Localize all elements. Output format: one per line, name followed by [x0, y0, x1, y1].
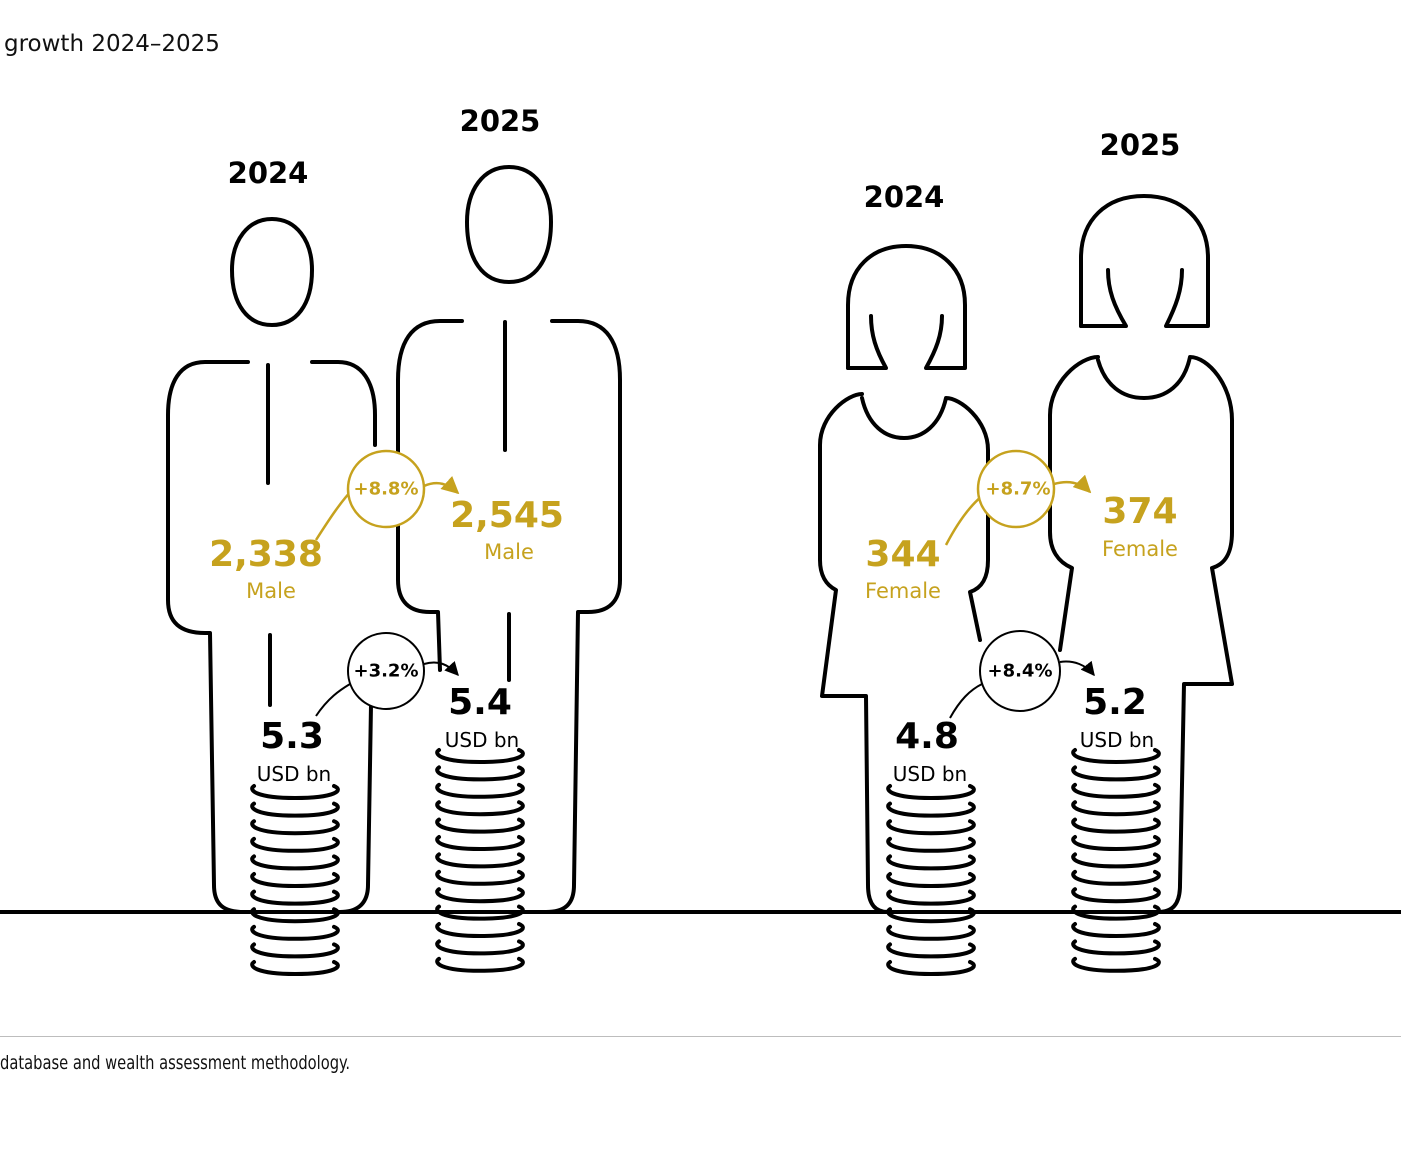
coin-icon: [886, 942, 976, 959]
coin-icon: [1071, 817, 1161, 834]
male-2024-figure-icon: [166, 217, 377, 914]
male-wealth-2025: 5.4: [448, 682, 512, 723]
female-wealth-2024: 4.8: [895, 716, 959, 757]
coin-icon: [435, 939, 525, 956]
coin-icon: [250, 872, 340, 889]
coin-icon: [1071, 887, 1161, 904]
coin-icon: [250, 801, 340, 818]
coin-stack-female-2024-icon: [886, 784, 976, 977]
female-wealth-growth-connector: [949, 630, 1095, 719]
coin-icon: [435, 782, 525, 799]
footer-separator: [0, 1036, 1401, 1037]
male-wealth-growth-connector: [315, 632, 459, 717]
coin-stack-male-2024-icon: [250, 784, 340, 977]
female-wealth-2024-unit: USD bn: [892, 762, 968, 786]
coin-icon: [1071, 904, 1161, 921]
coin-icon: [250, 889, 340, 906]
coin-icon: [250, 960, 340, 977]
coin-icon: [435, 922, 525, 939]
male-count-growth-badge: +8.8%: [353, 478, 419, 500]
coin-icon: [435, 817, 525, 834]
coin-icon: [435, 852, 525, 869]
coin-icon: [435, 904, 525, 921]
footnote: database and wealth assessment methodolo…: [0, 1052, 351, 1074]
coin-icon: [435, 887, 525, 904]
coin-icon: [886, 960, 976, 977]
female-wealth-2025: 5.2: [1083, 682, 1147, 723]
coin-icon: [1071, 922, 1161, 939]
coin-icon: [886, 836, 976, 853]
coin-icon: [1071, 782, 1161, 799]
coin-icon: [250, 836, 340, 853]
male-count-2024: 2,338: [209, 534, 323, 575]
coin-icon: [1071, 765, 1161, 782]
coin-icon: [435, 800, 525, 817]
coin-icon: [1071, 956, 1161, 973]
coin-icon: [435, 956, 525, 973]
coin-icon: [886, 872, 976, 889]
female-wealth-2025-unit: USD bn: [1079, 728, 1155, 752]
coin-icon: [1071, 800, 1161, 817]
coin-icon: [886, 801, 976, 818]
male-wealth-2024-unit: USD bn: [256, 762, 332, 786]
female-count-2024: 344: [865, 534, 941, 575]
female-year-2025: 2025: [1099, 128, 1181, 162]
male-wealth-2024: 5.3: [260, 716, 324, 757]
female-year-2024: 2024: [863, 180, 945, 214]
male-count-2024-label: Male: [246, 579, 296, 603]
coin-icon: [886, 889, 976, 906]
female-wealth-growth-badge: +8.4%: [987, 660, 1053, 682]
coin-stack-female-2025-icon: [1071, 748, 1161, 973]
male-count-2025: 2,545: [450, 495, 564, 536]
male-year-2025: 2025: [459, 104, 541, 138]
coin-icon: [250, 942, 340, 959]
male-2025-figure-icon: [396, 165, 622, 914]
female-count-growth-badge: +8.7%: [985, 478, 1051, 500]
coin-icon: [1071, 939, 1161, 956]
coin-icon: [250, 819, 340, 836]
male-wealth-2025-unit: USD bn: [444, 728, 520, 752]
male-count-growth-connector: [314, 449, 460, 541]
coin-icon: [886, 854, 976, 871]
coin-icon: [886, 924, 976, 941]
coin-icon: [435, 835, 525, 852]
coin-icon: [250, 907, 340, 924]
female-2025-figure-icon: [1048, 194, 1401, 914]
female-count-growth-connector: [944, 449, 1092, 546]
coin-icon: [886, 819, 976, 836]
coin-icon: [435, 748, 525, 765]
coin-icon: [886, 907, 976, 924]
female-count-2025: 374: [1102, 491, 1178, 532]
coin-stack-male-2025-icon: [435, 748, 525, 973]
coin-icon: [886, 784, 976, 801]
female-2024-figure-icon: [818, 244, 1072, 914]
male-wealth-growth-badge: +3.2%: [353, 660, 419, 682]
coin-icon: [435, 869, 525, 886]
male-count-2025-label: Male: [484, 540, 534, 564]
coin-icon: [1071, 835, 1161, 852]
female-count-2025-label: Female: [1102, 537, 1178, 561]
male-year-2024: 2024: [227, 156, 309, 190]
coin-icon: [1071, 748, 1161, 765]
coin-icon: [1071, 869, 1161, 886]
coin-icon: [1071, 852, 1161, 869]
coin-icon: [250, 854, 340, 871]
coin-icon: [250, 924, 340, 941]
coin-icon: [250, 784, 340, 801]
coin-icon: [435, 765, 525, 782]
female-count-2024-label: Female: [865, 579, 941, 603]
page-title: growth 2024–2025: [4, 31, 220, 57]
